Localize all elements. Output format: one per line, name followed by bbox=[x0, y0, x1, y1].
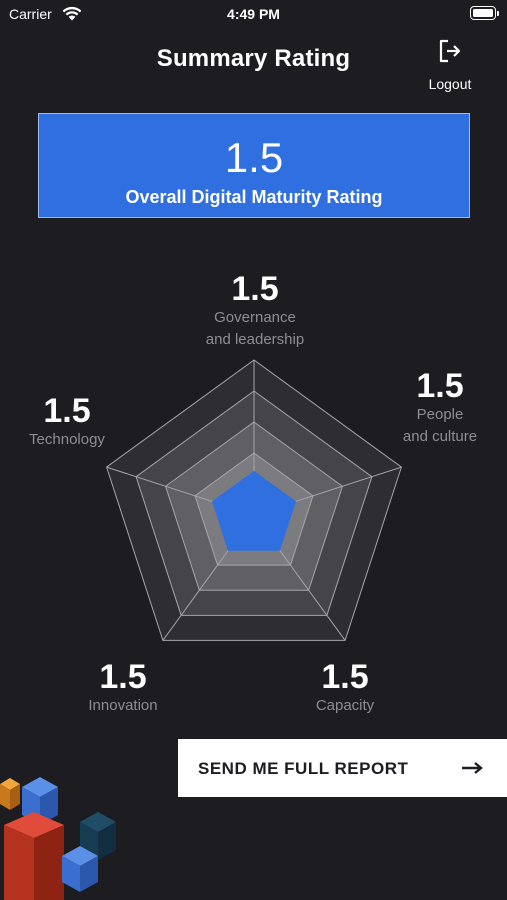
dimension-governance: 1.5 Governance and leadership bbox=[170, 271, 340, 351]
status-time: 4:49 PM bbox=[227, 6, 280, 22]
governance-label-line2: and leadership bbox=[205, 331, 305, 348]
governance-value: 1.5 bbox=[231, 270, 279, 308]
capacity-value: 1.5 bbox=[321, 658, 369, 696]
dimension-innovation: 1.5 Innovation bbox=[70, 659, 176, 717]
capacity-label: Capacity bbox=[315, 697, 375, 714]
radar-chart bbox=[105, 359, 403, 641]
overall-rating-label: Overall Digital Maturity Rating bbox=[125, 187, 383, 207]
technology-value: 1.5 bbox=[43, 392, 91, 430]
technology-label: Technology bbox=[29, 431, 105, 448]
rating-polygon bbox=[211, 470, 297, 551]
governance-label-line1: Governance bbox=[214, 309, 296, 326]
people-value: 1.5 bbox=[416, 367, 464, 405]
overall-rating-card: 1.5 Overall Digital Maturity Rating bbox=[38, 113, 470, 218]
status-bar: Carrier 4:49 PM bbox=[0, 0, 507, 28]
dimension-people: 1.5 People and culture bbox=[385, 368, 495, 448]
dimension-technology: 1.5 Technology bbox=[12, 393, 122, 451]
people-label-line2: and culture bbox=[402, 428, 478, 445]
carrier-label: Carrier bbox=[9, 6, 52, 22]
send-full-report-label: SEND ME FULL REPORT bbox=[198, 759, 409, 778]
arrow-right-icon bbox=[462, 762, 483, 774]
page-title: Summary Rating bbox=[156, 45, 351, 72]
send-full-report-button[interactable]: SEND ME FULL REPORT bbox=[178, 739, 507, 797]
logout-icon bbox=[439, 39, 461, 63]
dimension-capacity: 1.5 Capacity bbox=[292, 659, 398, 717]
logout-label: Logout bbox=[428, 76, 472, 92]
cube-logo-icon bbox=[0, 777, 116, 900]
logout-button[interactable]: Logout bbox=[420, 36, 480, 98]
people-label-line1: People bbox=[416, 406, 464, 423]
overall-rating-value: 1.5 bbox=[224, 134, 284, 181]
innovation-label: Innovation bbox=[88, 697, 158, 714]
battery-icon bbox=[470, 6, 499, 20]
wifi-icon bbox=[62, 6, 82, 21]
innovation-value: 1.5 bbox=[99, 658, 147, 696]
